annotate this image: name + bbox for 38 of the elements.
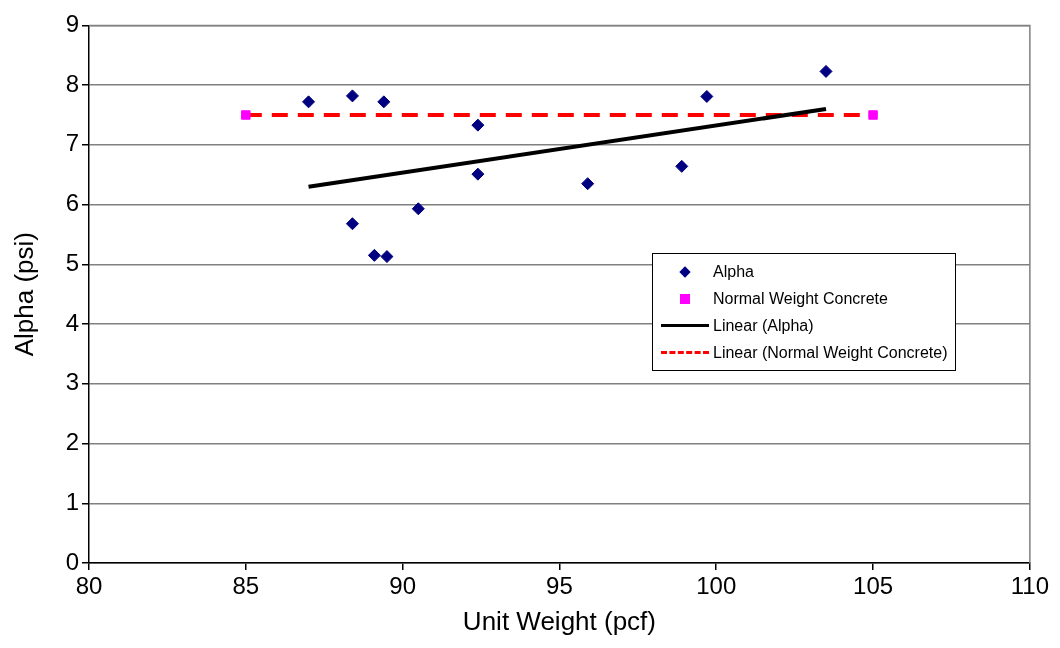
point (377, 95, 391, 109)
x-axis-title: Unit Weight (pcf) (462, 605, 656, 636)
point (581, 177, 595, 191)
y-tick-label: 7 (65, 129, 79, 157)
point (675, 159, 689, 173)
point (367, 248, 381, 262)
point (380, 250, 394, 264)
y-tick-label: 2 (65, 428, 79, 456)
x-tick-label: 105 (853, 572, 894, 600)
x-tick-label: 100 (696, 572, 737, 600)
x-tick-label: 90 (389, 572, 416, 600)
x-tick-label: 80 (75, 572, 103, 600)
y-tick-label: 3 (65, 368, 79, 396)
legend-label: Alpha (713, 262, 754, 281)
x-tick-label: 95 (546, 572, 573, 600)
point (302, 95, 316, 109)
y-tick-label: 0 (65, 547, 79, 575)
point (471, 167, 485, 181)
point (868, 110, 878, 120)
point (345, 89, 359, 103)
legend-label: Linear (Normal Weight Concrete) (713, 343, 948, 362)
point (819, 64, 833, 78)
y-tick-label: 9 (65, 10, 79, 38)
y-tick-label: 6 (65, 189, 79, 217)
x-tick-label: 85 (232, 572, 260, 600)
legend-label: Linear (Alpha) (713, 316, 814, 335)
y-tick-label: 4 (65, 308, 79, 336)
point (345, 217, 359, 231)
y-tick-label: 1 (65, 487, 79, 515)
y-axis-title: Alpha (psi) (8, 232, 39, 357)
point (411, 202, 425, 216)
point (471, 118, 485, 132)
legend-label: Normal Weight Concrete (713, 289, 888, 308)
point (700, 89, 714, 103)
y-tick-label: 8 (65, 69, 79, 97)
x-tick-label: 110 (1010, 572, 1049, 600)
y-tick-label: 5 (65, 248, 79, 276)
point (241, 110, 251, 120)
